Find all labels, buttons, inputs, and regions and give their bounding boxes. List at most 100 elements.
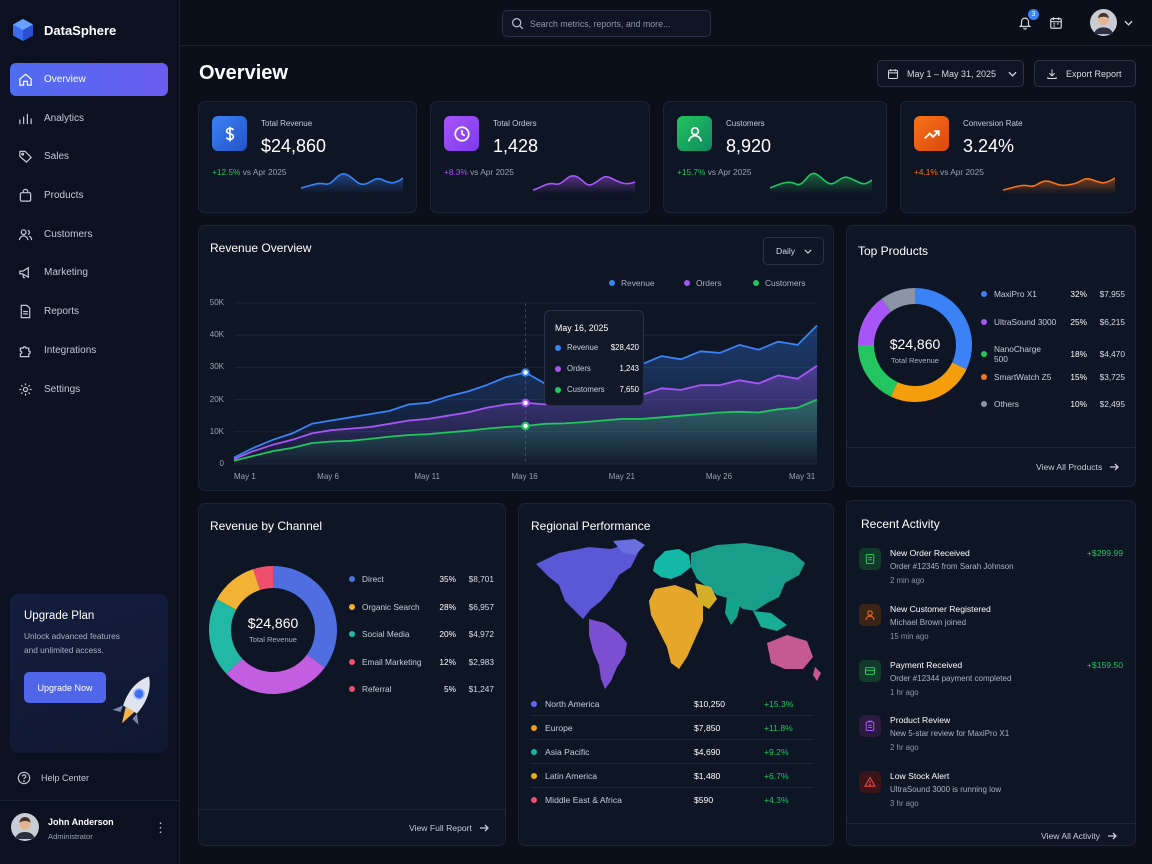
sidebar-item-reports[interactable]: Reports: [10, 295, 168, 328]
legend-revenue[interactable]: Revenue: [609, 278, 655, 288]
interval-dropdown[interactable]: Daily: [763, 237, 824, 265]
kpi-card-total-orders[interactable]: Total Orders 1,428 +8.3% vs Apr 2025: [430, 101, 650, 213]
map-region-latin-america[interactable]: [589, 619, 627, 689]
link-label: View Full Report: [409, 823, 472, 833]
sidebar-item-analytics[interactable]: Analytics: [10, 102, 168, 135]
sidebar-item-overview[interactable]: Overview: [10, 63, 168, 96]
sidebar-item-customers[interactable]: Customers: [10, 218, 168, 251]
brand[interactable]: DataSphere: [12, 18, 116, 42]
donut-slice-nanocharge-500[interactable]: [858, 344, 898, 397]
donut-center-label: Total Revenue: [891, 356, 939, 365]
chevron-down-icon[interactable]: [1124, 19, 1133, 27]
product-row[interactable]: Others 10% $2,495: [981, 399, 1125, 409]
product-name: MaxiPro X1: [994, 289, 1037, 299]
activity-item[interactable]: New Customer Registered Michael Brown jo…: [859, 604, 1123, 654]
donut-slice-email-marketing[interactable]: [216, 569, 261, 611]
calendar-icon: [888, 68, 898, 79]
search-input[interactable]: Search metrics, reports, and more...: [502, 10, 711, 37]
revenue-by-channel-card: Revenue by Channel $24,860 Total Revenue…: [198, 503, 506, 846]
activity-time: 3 hr ago: [890, 799, 919, 808]
avatar[interactable]: [1090, 9, 1117, 36]
bell-icon[interactable]: [1018, 15, 1032, 30]
channel-donut[interactable]: [208, 557, 338, 703]
view-all-products-link[interactable]: View All Products: [1036, 462, 1120, 472]
calendar-icon[interactable]: [1049, 16, 1063, 30]
donut-slice-social-media[interactable]: [209, 599, 243, 674]
channel-row[interactable]: Organic Search 28% $6,957: [349, 602, 494, 612]
channel-pct: 20%: [439, 629, 456, 639]
product-pct: 25%: [1070, 317, 1087, 327]
tooltip-label: Customers: [567, 385, 605, 394]
kpi-card-conversion-rate[interactable]: Conversion Rate 3.24% +4.1% vs Apr 2025: [900, 101, 1136, 213]
kpi-change-pct: +4.1%: [914, 167, 938, 177]
donut-slice-direct[interactable]: [272, 566, 337, 668]
activity-item[interactable]: Product Review New 5-star review for Max…: [859, 715, 1123, 765]
export-report-button[interactable]: Export Report: [1034, 60, 1136, 87]
kpi-change-pct: +15.7%: [677, 167, 706, 177]
region-row-europe[interactable]: Europe $7,850 +11.8%: [531, 716, 814, 740]
channel-row[interactable]: Social Media 20% $4,972: [349, 629, 494, 639]
help-center-link[interactable]: Help Center: [17, 771, 89, 785]
sidebar-item-marketing[interactable]: Marketing: [10, 256, 168, 289]
map-region-greenland[interactable]: [613, 539, 645, 555]
product-row[interactable]: SmartWatch Z5 15% $3,725: [981, 372, 1125, 382]
region-row-middle-east-africa[interactable]: Middle East & Africa $590 +4.3%: [531, 788, 814, 812]
donut-slice-organic-search[interactable]: [226, 654, 325, 694]
activity-item[interactable]: Payment Received Order #12344 payment co…: [859, 660, 1123, 710]
view-all-activity-link[interactable]: View All Activity: [1041, 831, 1117, 841]
product-row[interactable]: UltraSound 3000 25% $6,215: [981, 317, 1125, 327]
map-region-southeast-asia[interactable]: [753, 611, 787, 631]
kpi-change-pct: +8.3%: [444, 167, 468, 177]
channel-row[interactable]: Email Marketing 12% $2,983: [349, 657, 494, 667]
map-region-middle-east[interactable]: [695, 583, 717, 609]
donut-slice-maxipro-x1[interactable]: [914, 288, 972, 370]
map-region-new-zealand[interactable]: [813, 667, 821, 681]
region-row-asia-pacific[interactable]: Asia Pacific $4,690 +9.2%: [531, 740, 814, 764]
map-region-asia[interactable]: [691, 543, 805, 611]
logo-icon: [13, 19, 33, 41]
sidebar-item-products[interactable]: Products: [10, 179, 168, 212]
notification-badge: 3: [1028, 9, 1039, 20]
kpi-sparkline: [770, 172, 872, 194]
activity-item[interactable]: Low Stock Alert UltraSound 3000 is runni…: [859, 771, 1123, 821]
kpi-card-customers[interactable]: Customers 8,920 +15.7% vs Apr 2025: [663, 101, 887, 213]
channel-amount: $8,701: [468, 574, 494, 584]
channel-row[interactable]: Direct 35% $8,701: [349, 574, 494, 584]
more-options-icon[interactable]: ⋮: [154, 820, 167, 835]
map-region-india[interactable]: [725, 597, 741, 625]
channel-row[interactable]: Referral 5% $1,247: [349, 684, 494, 694]
sidebar-item-settings[interactable]: Settings: [10, 373, 168, 406]
donut-slice-ultrasound-3000[interactable]: [890, 362, 967, 402]
user-profile[interactable]: John Anderson Administrator ⋮: [0, 800, 180, 864]
sidebar-item-sales[interactable]: Sales: [10, 140, 168, 173]
map-region-north-america[interactable]: [536, 544, 639, 619]
map-region-europe[interactable]: [653, 549, 691, 579]
revenue-chart[interactable]: [199, 226, 835, 492]
legend-orders[interactable]: Orders: [684, 278, 722, 288]
activity-icon-box: [859, 715, 881, 737]
clock-icon: [453, 125, 470, 142]
world-map[interactable]: [531, 539, 821, 699]
region-row-north-america[interactable]: North America $10,250 +15.3%: [531, 692, 814, 716]
review-icon: [865, 720, 875, 732]
legend-customers[interactable]: Customers: [753, 278, 806, 288]
view-full-report-link[interactable]: View Full Report: [409, 823, 489, 833]
product-row[interactable]: MaxiPro X1 32% $7,955: [981, 289, 1125, 299]
region-change: +15.3%: [764, 698, 794, 709]
region-dot: [531, 772, 537, 779]
map-region-africa[interactable]: [649, 585, 703, 669]
sidebar-item-integrations[interactable]: Integrations: [10, 334, 168, 367]
product-row[interactable]: NanoCharge 500 18% $4,470: [981, 344, 1125, 364]
top-products-donut[interactable]: [855, 285, 975, 405]
region-row-latin-america[interactable]: Latin America $1,480 +6.7%: [531, 764, 814, 788]
donut-slice-others[interactable]: [881, 288, 916, 313]
upgrade-description: Unlock advanced features and unlimited a…: [24, 631, 120, 655]
donut-slice-smartwatch-z5[interactable]: [858, 298, 892, 346]
upgrade-now-button[interactable]: Upgrade Now: [24, 672, 106, 703]
map-region-oceania[interactable]: [767, 635, 813, 669]
kpi-compare: vs Apr 2025: [242, 167, 287, 177]
donut-slice-referral[interactable]: [253, 566, 274, 591]
date-range-picker[interactable]: May 1 – May 31, 2025: [877, 60, 1024, 87]
activity-item[interactable]: New Order Received Order #12345 from Sar…: [859, 548, 1123, 598]
kpi-card-total-revenue[interactable]: Total Revenue $24,860 +12.5% vs Apr 2025: [198, 101, 417, 213]
